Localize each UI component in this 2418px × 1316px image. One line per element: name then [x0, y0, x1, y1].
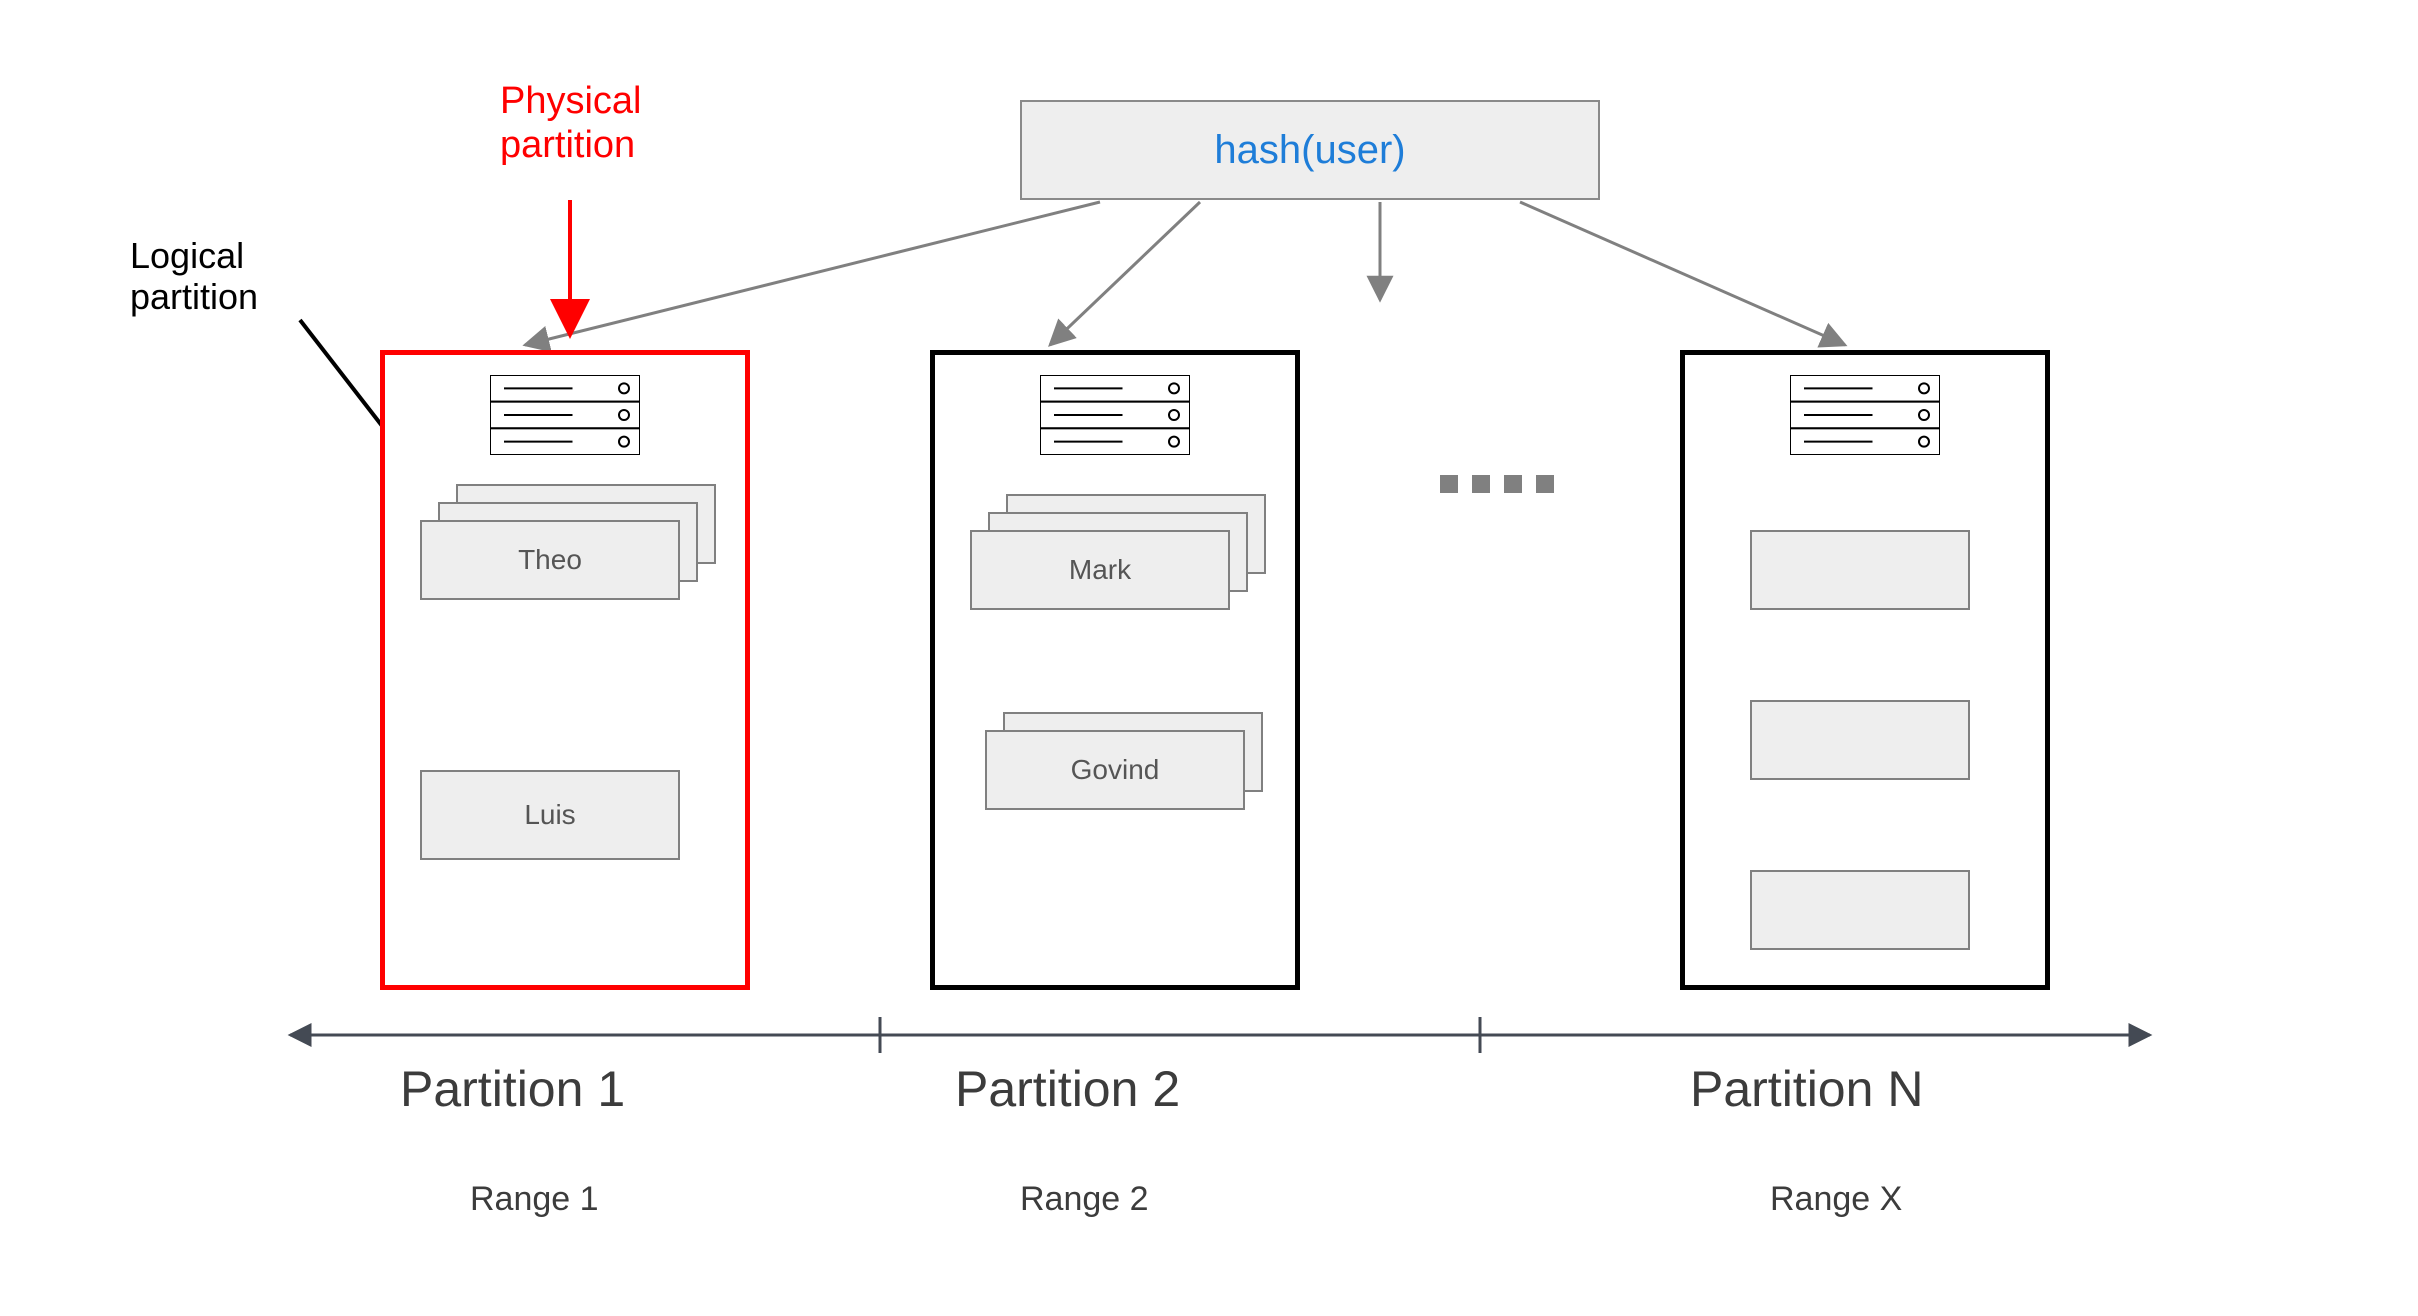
logical-partition-card: Mark	[970, 530, 1230, 610]
partition-label: Partition N	[1690, 1060, 1923, 1118]
card-label: Luis	[524, 799, 575, 831]
hash-function-box: hash(user)	[1020, 100, 1600, 200]
card-label: Govind	[1071, 754, 1160, 786]
server-icon	[1040, 375, 1190, 455]
logical-partition-card: Govind	[985, 730, 1245, 810]
logical-partition-card	[1750, 530, 1970, 610]
card-label: Mark	[1069, 554, 1131, 586]
range-label: Range X	[1770, 1180, 1902, 1219]
physical-partition-annotation: Physical partition	[500, 80, 642, 167]
logical-partition-card: Theo	[420, 520, 680, 600]
logical-partition-annotation: Logical partition	[130, 235, 258, 318]
hash-function-label: hash(user)	[1214, 128, 1405, 173]
range-label: Range 2	[1020, 1180, 1149, 1219]
server-icon	[490, 375, 640, 455]
card-label: Theo	[518, 544, 582, 576]
partition-label: Partition 2	[955, 1060, 1180, 1118]
logical-partition-card	[1750, 870, 1970, 950]
range-label: Range 1	[470, 1180, 599, 1219]
partition-label: Partition 1	[400, 1060, 625, 1118]
logical-partition-card: Luis	[420, 770, 680, 860]
server-icon	[1790, 375, 1940, 455]
ellipsis-icon	[1440, 475, 1554, 493]
logical-partition-card	[1750, 700, 1970, 780]
